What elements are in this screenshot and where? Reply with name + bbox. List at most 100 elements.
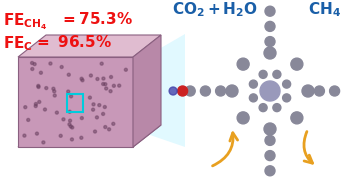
Circle shape (330, 86, 340, 96)
Circle shape (37, 85, 40, 88)
Circle shape (53, 90, 56, 93)
Circle shape (98, 104, 101, 107)
Circle shape (44, 108, 47, 111)
Circle shape (237, 58, 249, 70)
Text: $\mathbf{=\ 96.5\%}$: $\mathbf{=\ 96.5\%}$ (34, 34, 112, 50)
Circle shape (108, 128, 111, 131)
Circle shape (226, 85, 238, 97)
Circle shape (110, 76, 112, 78)
Circle shape (104, 125, 107, 129)
Circle shape (314, 86, 324, 96)
Circle shape (38, 100, 41, 103)
Circle shape (250, 94, 258, 102)
Polygon shape (18, 125, 161, 147)
Circle shape (39, 71, 42, 74)
Polygon shape (18, 35, 161, 57)
Circle shape (265, 135, 275, 145)
Circle shape (34, 102, 37, 105)
Circle shape (112, 122, 115, 125)
Circle shape (49, 62, 52, 65)
Circle shape (105, 87, 108, 90)
Circle shape (265, 6, 275, 16)
Circle shape (52, 87, 55, 90)
Circle shape (237, 112, 249, 124)
Circle shape (53, 94, 56, 97)
Circle shape (259, 70, 267, 78)
Circle shape (33, 63, 36, 66)
Bar (67, 94, 83, 112)
Circle shape (59, 134, 62, 137)
Circle shape (250, 80, 258, 88)
Circle shape (70, 138, 73, 141)
Circle shape (283, 80, 291, 88)
Circle shape (216, 86, 226, 96)
Circle shape (34, 105, 37, 108)
Circle shape (291, 112, 303, 124)
Circle shape (118, 84, 121, 87)
Circle shape (31, 67, 34, 70)
Circle shape (55, 111, 58, 114)
Polygon shape (133, 35, 161, 147)
Circle shape (96, 77, 99, 81)
Circle shape (70, 95, 73, 98)
Circle shape (94, 130, 96, 133)
Circle shape (100, 62, 103, 65)
Circle shape (24, 106, 27, 109)
Circle shape (283, 94, 291, 102)
Circle shape (71, 126, 74, 129)
Circle shape (302, 85, 314, 97)
Circle shape (291, 58, 303, 70)
Circle shape (27, 119, 30, 121)
Circle shape (102, 77, 105, 80)
Circle shape (31, 61, 33, 64)
Polygon shape (18, 57, 133, 147)
Text: $\mathbf{CH_4}$: $\mathbf{CH_4}$ (308, 0, 341, 19)
Circle shape (88, 96, 92, 99)
Circle shape (68, 110, 71, 113)
Circle shape (104, 83, 107, 86)
Circle shape (260, 81, 280, 101)
Circle shape (109, 90, 112, 93)
Circle shape (200, 86, 211, 96)
Circle shape (265, 166, 275, 176)
Circle shape (92, 103, 95, 106)
Circle shape (67, 73, 70, 76)
Circle shape (81, 79, 84, 82)
Circle shape (177, 86, 188, 96)
Circle shape (80, 77, 83, 80)
Circle shape (102, 112, 105, 115)
Circle shape (264, 47, 276, 59)
Circle shape (169, 87, 177, 95)
Circle shape (265, 151, 275, 161)
Circle shape (265, 21, 275, 31)
Circle shape (69, 119, 72, 122)
Text: $\mathbf{CO_2 + H_2O}$: $\mathbf{CO_2 + H_2O}$ (172, 0, 258, 19)
Circle shape (42, 141, 45, 144)
Circle shape (60, 66, 63, 68)
Circle shape (37, 84, 40, 87)
Circle shape (80, 136, 83, 139)
Text: $\mathbf{FE_{C}}$: $\mathbf{FE_{C}}$ (3, 34, 33, 53)
Circle shape (103, 105, 106, 108)
Circle shape (273, 70, 281, 78)
Circle shape (69, 125, 72, 128)
Text: $\mathbf{FE_{CH_4}}$: $\mathbf{FE_{CH_4}}$ (3, 11, 48, 32)
Circle shape (67, 90, 70, 93)
Circle shape (112, 84, 116, 87)
Circle shape (265, 37, 275, 47)
Circle shape (35, 132, 39, 135)
Circle shape (264, 123, 276, 135)
Circle shape (23, 134, 26, 137)
Circle shape (68, 123, 71, 126)
Circle shape (80, 117, 83, 120)
Circle shape (95, 116, 98, 119)
Circle shape (273, 104, 281, 112)
Circle shape (45, 87, 48, 90)
Circle shape (259, 104, 267, 112)
Circle shape (185, 86, 195, 96)
Circle shape (62, 118, 65, 121)
Circle shape (89, 74, 92, 77)
Circle shape (92, 108, 95, 111)
Circle shape (102, 83, 105, 85)
Text: $\mathbf{= 75.3\%}$: $\mathbf{= 75.3\%}$ (60, 11, 133, 27)
